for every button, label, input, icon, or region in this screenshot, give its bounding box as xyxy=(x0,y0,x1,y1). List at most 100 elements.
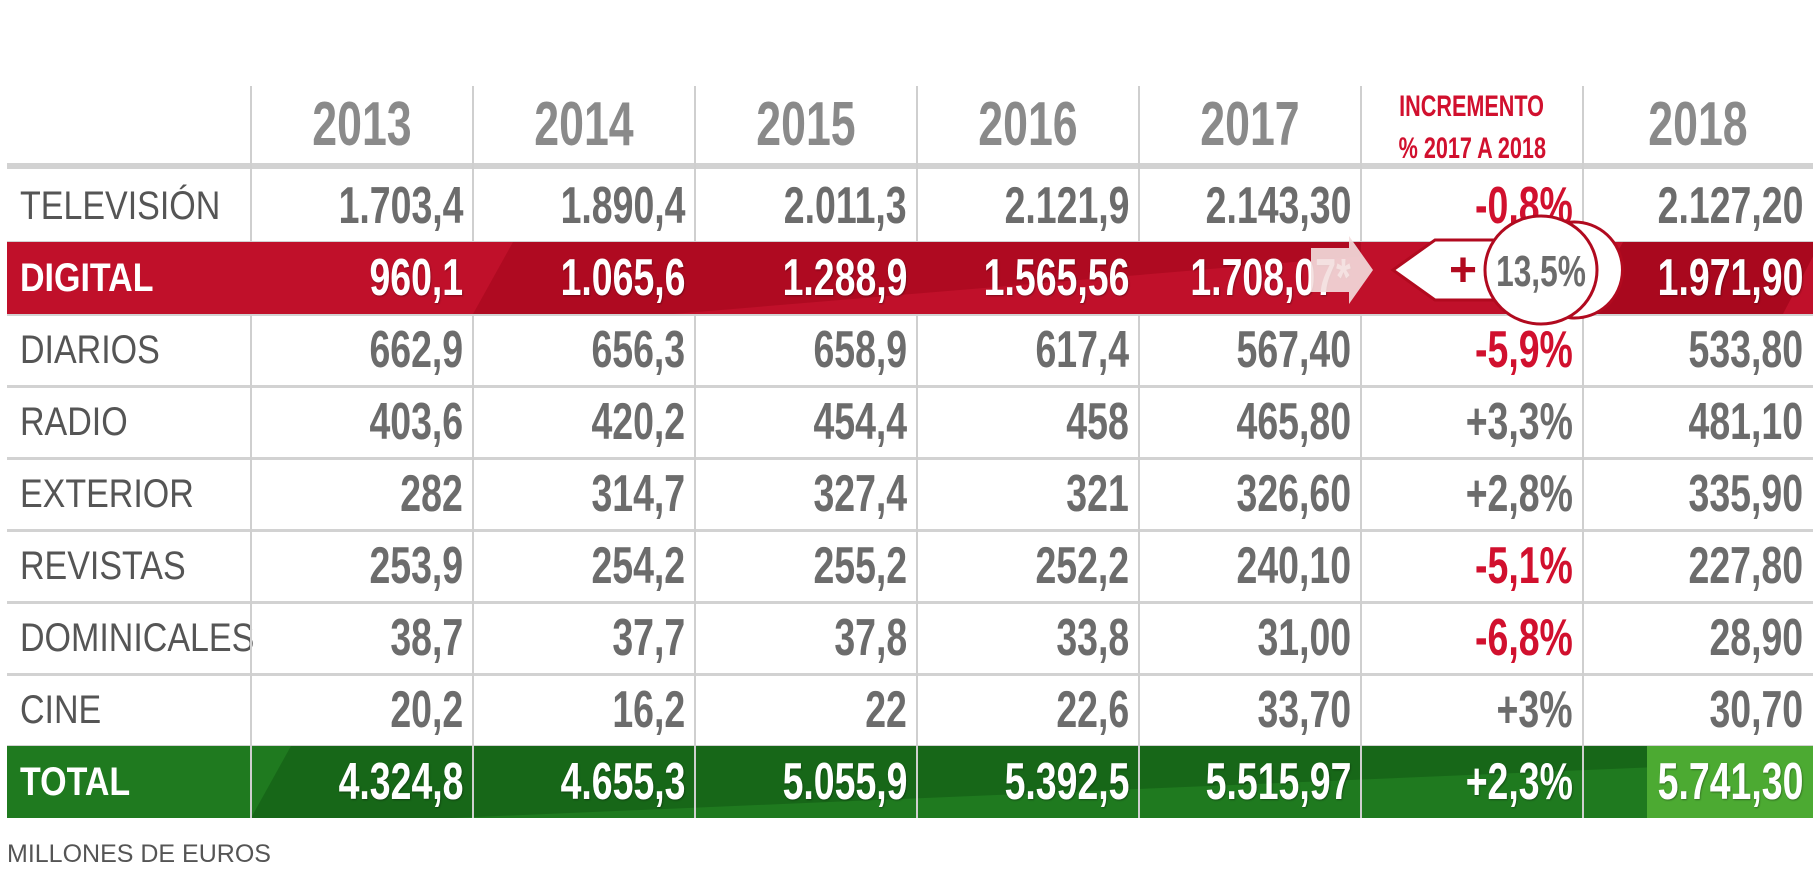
value-2018: 335,90 xyxy=(1644,458,1803,530)
unit-note: MILLONES DE EUROS xyxy=(7,840,271,868)
increment-header-line2-text: % 2017 A 2018 xyxy=(1398,132,1546,165)
value-cell: 5.055,9 xyxy=(695,746,917,818)
value-2014: 656,3 xyxy=(555,314,685,386)
value-cell-2018: 1.971,90 xyxy=(1583,242,1813,314)
value-2018: 227,80 xyxy=(1644,530,1803,602)
increment-cell: +3,3% xyxy=(1361,386,1583,458)
increment-cell: -5,1% xyxy=(1361,530,1583,602)
value-2014: 16,2 xyxy=(584,674,685,746)
row-highlight-band xyxy=(1647,746,1813,818)
increment-value: +3,3% xyxy=(1424,386,1573,458)
value-text: 1.565,56 xyxy=(983,249,1129,307)
value-2015: 658,9 xyxy=(777,314,907,386)
row-separator xyxy=(7,529,1813,532)
arrow-icon xyxy=(1311,236,1373,304)
row-label-text: TELEVISIÓN xyxy=(20,184,221,228)
row-label-text: DIARIOS xyxy=(20,328,160,372)
value-2017: 240,10 xyxy=(1192,530,1351,602)
value-cell: 20,2 xyxy=(251,674,473,746)
value-text: 33,8 xyxy=(1056,609,1129,667)
table-row: DIGITAL 960,1 1.065,6 1.288,9 1.565,56 1.708,… xyxy=(7,214,1813,326)
value-cell: 567,40 xyxy=(1139,314,1361,386)
value-2015: 1.288,9 xyxy=(734,242,907,314)
year-label-text: 2013 xyxy=(312,90,412,159)
value-cell: 255,2 xyxy=(695,530,917,602)
value-cell: 252,2 xyxy=(917,530,1139,602)
total-row: TOTAL 4.324,8 4.655,3 5.055,9 5.392,5 5.515,9… xyxy=(7,746,1813,818)
value-text: 656,3 xyxy=(591,321,685,379)
value-2016: 33,8 xyxy=(1028,602,1129,674)
value-cell: 31,00 xyxy=(1139,602,1361,674)
value-cell: 327,4 xyxy=(695,458,917,530)
value-cell: 617,4 xyxy=(917,314,1139,386)
value-2013: 253,9 xyxy=(333,530,463,602)
value-2016: 22,6 xyxy=(1028,674,1129,746)
value-text: 1.971,90 xyxy=(1657,249,1803,307)
row-label-text: DIGITAL xyxy=(20,256,154,300)
increment-text: -5,9% xyxy=(1475,321,1573,379)
column-separator xyxy=(472,86,474,818)
row-label: DIGITAL xyxy=(20,242,177,314)
row-label-text: DOMINICALES xyxy=(20,616,255,660)
value-text: 38,7 xyxy=(390,609,463,667)
increment-cell: +13,5% xyxy=(1311,214,1624,326)
row-label-text: TOTAL xyxy=(20,760,131,804)
value-text: 454,4 xyxy=(813,393,907,451)
value-2013: 662,9 xyxy=(333,314,463,386)
header-rule xyxy=(7,163,1813,169)
value-text: 31,00 xyxy=(1257,609,1351,667)
column-separator xyxy=(694,86,696,818)
value-text: 254,2 xyxy=(591,537,685,595)
value-text: 403,6 xyxy=(369,393,463,451)
value-2016: 2.121,9 xyxy=(956,170,1129,242)
value-2014: 4.655,3 xyxy=(512,746,685,818)
increment-text: +2,3% xyxy=(1465,753,1573,811)
value-cell: 22,6 xyxy=(917,674,1139,746)
value-cell: 4.655,3 xyxy=(473,746,695,818)
value-text: 662,9 xyxy=(369,321,463,379)
value-2018: 2.127,20 xyxy=(1601,170,1803,242)
value-text: 465,80 xyxy=(1236,393,1351,451)
value-text: 327,4 xyxy=(813,465,907,523)
value-text: 16,2 xyxy=(612,681,685,739)
value-text: 658,9 xyxy=(813,321,907,379)
row-label: REVISTAS xyxy=(20,530,215,602)
value-cell: 656,3 xyxy=(473,314,695,386)
value-cell: 465,80 xyxy=(1139,386,1361,458)
row-separator xyxy=(7,673,1813,676)
value-text: 1.065,6 xyxy=(560,249,685,307)
value-2016: 5.392,5 xyxy=(956,746,1129,818)
value-2014: 1.890,4 xyxy=(512,170,685,242)
value-2015: 327,4 xyxy=(777,458,907,530)
row-fill xyxy=(7,746,1813,818)
value-cell: 314,7 xyxy=(473,458,695,530)
value-text: 5.055,9 xyxy=(782,753,907,811)
column-separator xyxy=(1138,86,1140,818)
value-cell: 326,60 xyxy=(1139,458,1361,530)
value-cell-2018: 5.741,30 xyxy=(1583,746,1813,818)
value-2018: 30,70 xyxy=(1673,674,1803,746)
increment-value: -6,8% xyxy=(1437,602,1573,674)
value-text: 37,8 xyxy=(834,609,907,667)
year-label: 2018 xyxy=(1583,92,1813,158)
value-text: 2.143,30 xyxy=(1205,177,1351,235)
value-2016: 321 xyxy=(1042,458,1129,530)
value-text: 1.890,4 xyxy=(560,177,685,235)
row-label: DOMINICALES xyxy=(20,602,296,674)
plus-icon: + xyxy=(1449,244,1477,297)
value-2015: 2.011,3 xyxy=(736,170,907,242)
total-row-background xyxy=(7,746,1813,818)
year-header: 2013 xyxy=(251,86,473,164)
value-cell: 22 xyxy=(695,674,917,746)
value-2018: 1.971,90 xyxy=(1601,242,1803,314)
value-cell-2018: 28,90 xyxy=(1583,602,1813,674)
value-cell-2018: 335,90 xyxy=(1583,458,1813,530)
value-text: 567,40 xyxy=(1236,321,1351,379)
value-2016: 1.565,56 xyxy=(927,242,1129,314)
value-cell: 254,2 xyxy=(473,530,695,602)
row-shade-band xyxy=(251,746,1813,818)
value-2016: 458 xyxy=(1042,386,1129,458)
value-cell: 37,7 xyxy=(473,602,695,674)
row-label: EXTERIOR xyxy=(20,458,224,530)
row-separator xyxy=(7,457,1813,460)
